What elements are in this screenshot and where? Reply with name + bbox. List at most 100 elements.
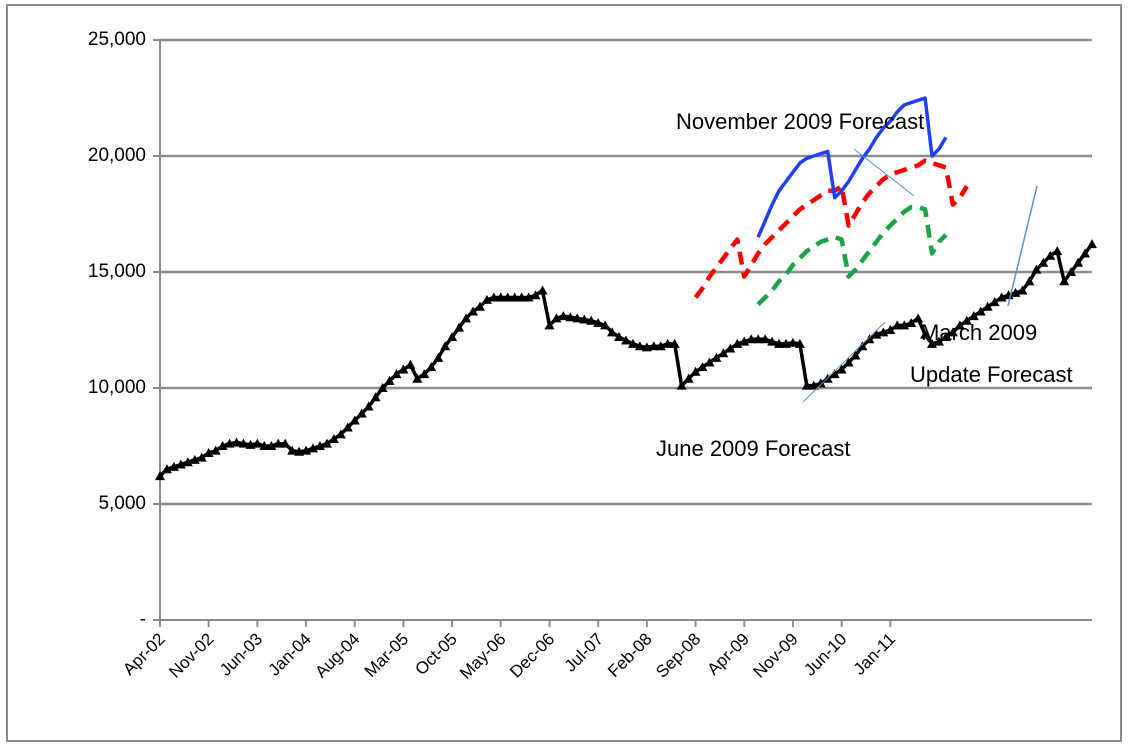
data-point-marker xyxy=(829,369,840,379)
data-point-marker xyxy=(641,342,652,352)
data-point-marker xyxy=(843,357,854,367)
data-point-marker xyxy=(1073,257,1084,267)
data-point-marker xyxy=(1038,257,1049,267)
data-point-marker xyxy=(787,337,798,347)
data-point-marker xyxy=(377,383,388,392)
data-point-marker xyxy=(175,459,186,469)
annotation-march-2009-line1: March 2009 xyxy=(921,320,1037,345)
data-point-marker xyxy=(954,320,965,330)
data-point-marker xyxy=(808,380,819,390)
data-point-marker xyxy=(627,338,638,348)
chart-frame: -5,000 10,000 15,000 20,000 25,000 Apr-02 Nov-… xyxy=(6,4,1122,742)
data-point-marker xyxy=(384,376,395,386)
data-point-marker xyxy=(933,336,944,346)
data-point-marker xyxy=(558,311,569,321)
data-point-marker xyxy=(1052,246,1063,256)
data-point-marker xyxy=(495,292,506,302)
x-tick-label: Aug-04 xyxy=(311,629,363,681)
gridlines xyxy=(160,38,1092,506)
series-line-november-2009-forecast xyxy=(756,96,948,238)
data-point-marker xyxy=(704,357,715,367)
data-point-marker xyxy=(857,341,868,351)
data-point-marker xyxy=(774,338,785,348)
data-point-marker xyxy=(328,434,339,444)
data-point-marker xyxy=(725,343,736,353)
data-point-marker xyxy=(676,380,687,390)
data-point-marker xyxy=(593,318,604,328)
data-point-marker xyxy=(342,422,353,432)
data-point-marker xyxy=(732,338,743,348)
x-tick-label: Jul-07 xyxy=(561,629,607,675)
data-point-marker xyxy=(968,311,979,321)
data-point-marker xyxy=(920,329,931,339)
series-line-march-2009-update-forecast xyxy=(693,158,969,299)
data-point-marker xyxy=(301,445,312,455)
y-tick-label: - xyxy=(140,609,146,630)
data-point-marker xyxy=(697,362,708,372)
data-point-marker xyxy=(878,327,889,337)
data-point-marker xyxy=(739,336,750,346)
data-point-marker xyxy=(196,452,207,462)
data-point-marker xyxy=(287,445,298,455)
data-point-marker xyxy=(509,292,520,302)
data-point-marker xyxy=(530,290,541,300)
x-tick-label: Sep-08 xyxy=(652,629,704,681)
data-point-marker xyxy=(203,447,214,457)
x-tick-label: Jan-04 xyxy=(265,629,315,679)
data-point-marker xyxy=(864,334,875,344)
data-point-marker xyxy=(335,429,346,439)
x-tick-label: Apr-02 xyxy=(119,629,169,679)
data-point-marker xyxy=(280,438,291,448)
data-point-marker xyxy=(621,335,631,345)
x-tick-label: Feb-08 xyxy=(604,629,656,681)
x-tick-label: May-06 xyxy=(456,629,510,683)
data-point-marker xyxy=(565,312,576,322)
data-point-marker xyxy=(245,439,256,449)
data-point-marker xyxy=(391,369,402,379)
data-point-marker xyxy=(238,438,249,448)
data-point-marker xyxy=(648,341,659,351)
data-point-marker xyxy=(363,401,374,411)
data-point-marker xyxy=(940,331,951,341)
data-point-marker xyxy=(1059,276,1070,286)
data-point-marker xyxy=(189,454,200,464)
data-point-marker xyxy=(655,341,666,351)
data-point-marker xyxy=(433,352,444,362)
data-point-marker xyxy=(767,336,778,346)
data-point-marker xyxy=(1045,250,1056,260)
data-point-marker xyxy=(711,352,722,362)
data-point-marker xyxy=(259,441,270,450)
data-point-marker xyxy=(217,441,228,450)
data-point-marker xyxy=(412,373,423,383)
data-point-marker xyxy=(440,341,451,351)
data-point-marker xyxy=(871,329,882,339)
data-point-marker xyxy=(454,322,465,332)
data-point-marker xyxy=(1080,248,1091,258)
data-point-marker xyxy=(161,464,172,474)
data-point-marker xyxy=(989,297,1000,307)
data-point-marker xyxy=(155,471,165,481)
series-lines xyxy=(155,96,1097,481)
data-point-marker xyxy=(516,292,527,302)
data-point-marker xyxy=(982,301,993,311)
x-tick-label: Oct-05 xyxy=(411,629,461,679)
data-point-marker xyxy=(426,362,437,372)
data-point-marker xyxy=(579,314,590,324)
annotations: November 2009 Forecast March 2009 Update… xyxy=(656,109,1073,461)
x-tick-label: Jun-10 xyxy=(800,629,850,679)
data-point-marker xyxy=(266,441,277,450)
data-point-marker xyxy=(753,334,764,344)
data-point-marker xyxy=(669,338,680,348)
data-point-marker xyxy=(231,437,242,447)
data-point-marker xyxy=(683,373,694,383)
data-point-marker xyxy=(780,338,791,348)
data-point-marker xyxy=(927,338,938,348)
x-tick-label: Mar-05 xyxy=(361,629,413,681)
data-point-marker xyxy=(850,350,861,360)
data-point-marker xyxy=(461,313,472,323)
x-tick-label: Jun-03 xyxy=(216,629,266,679)
x-tick-label: Nov-09 xyxy=(750,629,802,681)
data-point-marker xyxy=(996,292,1007,302)
data-point-marker xyxy=(1066,267,1077,276)
y-tick-label: 10,000 xyxy=(88,377,146,398)
